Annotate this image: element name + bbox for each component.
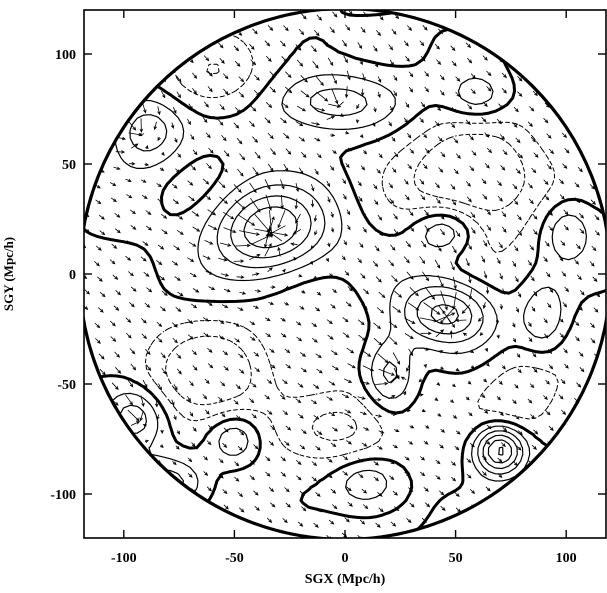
y-tick-label: -100 xyxy=(50,488,76,503)
contour-level xyxy=(119,88,524,498)
x-tick-label: 0 xyxy=(342,551,349,566)
x-axis-label: SGX (Mpc/h) xyxy=(305,572,386,587)
y-tick-label: 100 xyxy=(55,48,76,63)
y-axis-label: SGY (Mpc/h) xyxy=(1,237,16,311)
contour-level xyxy=(243,206,513,464)
velocity-arrow-set xyxy=(84,10,606,538)
axis-ticks: -100 -50 0 50 100 -100 -50 0 50 100 xyxy=(50,10,606,566)
x-tick-label: -50 xyxy=(225,551,244,566)
x-tick-label: 50 xyxy=(449,551,463,566)
velocity-arrows xyxy=(84,10,606,538)
y-tick-label: 50 xyxy=(62,158,76,173)
y-tick-label: 0 xyxy=(69,268,76,283)
x-tick-label: 100 xyxy=(556,551,577,566)
x-tick-label: -100 xyxy=(111,551,137,566)
y-tick-label: -50 xyxy=(57,378,76,393)
contour-level xyxy=(230,195,518,470)
contour-level xyxy=(165,63,526,441)
contour-level xyxy=(145,32,559,459)
plot-area xyxy=(84,10,606,538)
